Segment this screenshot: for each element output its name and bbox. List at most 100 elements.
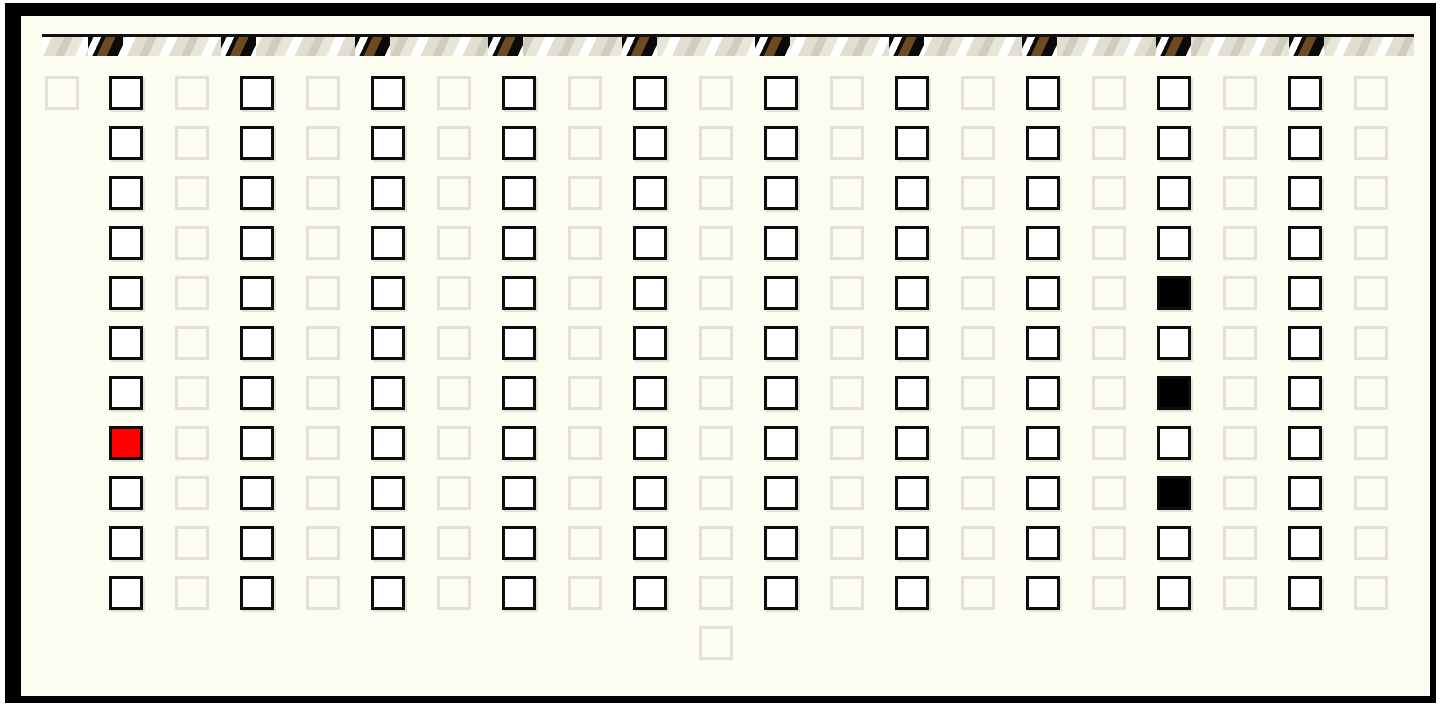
grid-cell[interactable]	[1288, 526, 1322, 560]
grid-cell[interactable]	[895, 276, 929, 310]
grid-cell[interactable]	[240, 276, 274, 310]
grid-cell[interactable]	[633, 126, 667, 160]
grid-cell[interactable]	[1288, 226, 1322, 260]
grid-cell[interactable]	[1157, 76, 1191, 110]
grid-cell[interactable]	[502, 476, 536, 510]
grid-cell[interactable]	[895, 376, 929, 410]
grid-cell[interactable]	[240, 126, 274, 160]
grid-cell[interactable]	[371, 326, 405, 360]
grid-cell[interactable]	[633, 576, 667, 610]
grid-cell[interactable]	[109, 426, 143, 460]
grid-cell[interactable]	[895, 326, 929, 360]
grid-cell[interactable]	[1288, 426, 1322, 460]
grid-cell[interactable]	[240, 526, 274, 560]
grid-cell[interactable]	[764, 526, 798, 560]
grid-cell[interactable]	[764, 126, 798, 160]
grid-cell[interactable]	[502, 326, 536, 360]
grid-cell[interactable]	[502, 76, 536, 110]
grid-cell[interactable]	[633, 176, 667, 210]
grid-cell[interactable]	[895, 426, 929, 460]
grid-cell[interactable]	[109, 76, 143, 110]
grid-cell[interactable]	[1157, 126, 1191, 160]
grid-cell[interactable]	[502, 176, 536, 210]
grid-cell[interactable]	[764, 476, 798, 510]
grid-cell[interactable]	[502, 526, 536, 560]
grid-cell[interactable]	[1157, 576, 1191, 610]
grid-cell[interactable]	[895, 76, 929, 110]
grid-cell[interactable]	[1157, 376, 1191, 410]
grid-cell[interactable]	[371, 126, 405, 160]
grid-cell[interactable]	[1026, 526, 1060, 560]
grid-cell[interactable]	[1026, 76, 1060, 110]
grid-cell[interactable]	[109, 526, 143, 560]
grid-cell[interactable]	[764, 376, 798, 410]
grid-cell[interactable]	[895, 526, 929, 560]
grid-cell[interactable]	[1288, 576, 1322, 610]
grid-cell[interactable]	[1288, 176, 1322, 210]
grid-cell[interactable]	[109, 576, 143, 610]
grid-cell[interactable]	[1157, 326, 1191, 360]
grid-cell[interactable]	[240, 326, 274, 360]
grid-cell[interactable]	[109, 326, 143, 360]
grid-cell[interactable]	[371, 226, 405, 260]
grid-cell[interactable]	[1026, 126, 1060, 160]
grid-cell[interactable]	[764, 176, 798, 210]
grid-cell[interactable]	[1026, 376, 1060, 410]
grid-cell[interactable]	[371, 376, 405, 410]
grid-cell[interactable]	[1288, 376, 1322, 410]
grid-cell[interactable]	[109, 476, 143, 510]
grid-cell[interactable]	[895, 226, 929, 260]
grid-cell[interactable]	[895, 576, 929, 610]
grid-cell[interactable]	[1157, 476, 1191, 510]
grid-cell[interactable]	[764, 426, 798, 460]
grid-cell[interactable]	[502, 426, 536, 460]
grid-cell[interactable]	[1026, 426, 1060, 460]
grid-cell[interactable]	[1157, 426, 1191, 460]
grid-cell[interactable]	[1026, 476, 1060, 510]
grid-cell[interactable]	[764, 226, 798, 260]
grid-cell[interactable]	[371, 476, 405, 510]
grid-cell[interactable]	[240, 476, 274, 510]
grid-cell[interactable]	[633, 526, 667, 560]
grid-cell[interactable]	[764, 76, 798, 110]
grid-cell[interactable]	[895, 476, 929, 510]
grid-cell[interactable]	[502, 226, 536, 260]
grid-cell[interactable]	[502, 276, 536, 310]
grid-cell[interactable]	[109, 376, 143, 410]
grid-cell[interactable]	[764, 276, 798, 310]
grid-cell[interactable]	[764, 326, 798, 360]
grid-cell[interactable]	[109, 276, 143, 310]
grid-cell[interactable]	[1026, 326, 1060, 360]
grid-cell[interactable]	[109, 226, 143, 260]
grid-cell[interactable]	[895, 176, 929, 210]
grid-cell[interactable]	[240, 76, 274, 110]
grid-cell[interactable]	[633, 226, 667, 260]
grid-cell[interactable]	[240, 426, 274, 460]
grid-cell[interactable]	[1157, 526, 1191, 560]
grid-cell[interactable]	[1288, 126, 1322, 160]
grid-cell[interactable]	[764, 576, 798, 610]
grid-cell[interactable]	[1026, 576, 1060, 610]
grid-cell[interactable]	[1288, 276, 1322, 310]
grid-cell[interactable]	[371, 526, 405, 560]
grid-cell[interactable]	[371, 426, 405, 460]
grid-cell[interactable]	[1288, 76, 1322, 110]
grid-cell[interactable]	[1157, 176, 1191, 210]
grid-cell[interactable]	[1288, 326, 1322, 360]
grid-cell[interactable]	[240, 226, 274, 260]
grid-cell[interactable]	[109, 126, 143, 160]
grid-cell[interactable]	[109, 176, 143, 210]
grid-cell[interactable]	[1157, 276, 1191, 310]
grid-cell[interactable]	[1288, 476, 1322, 510]
grid-cell[interactable]	[1026, 276, 1060, 310]
grid-cell[interactable]	[1157, 226, 1191, 260]
grid-cell[interactable]	[633, 476, 667, 510]
grid-cell[interactable]	[633, 426, 667, 460]
grid-cell[interactable]	[1026, 226, 1060, 260]
grid-cell[interactable]	[240, 376, 274, 410]
grid-cell[interactable]	[633, 326, 667, 360]
grid-cell[interactable]	[1026, 176, 1060, 210]
grid-cell[interactable]	[502, 376, 536, 410]
grid-cell[interactable]	[502, 576, 536, 610]
grid-cell[interactable]	[633, 276, 667, 310]
